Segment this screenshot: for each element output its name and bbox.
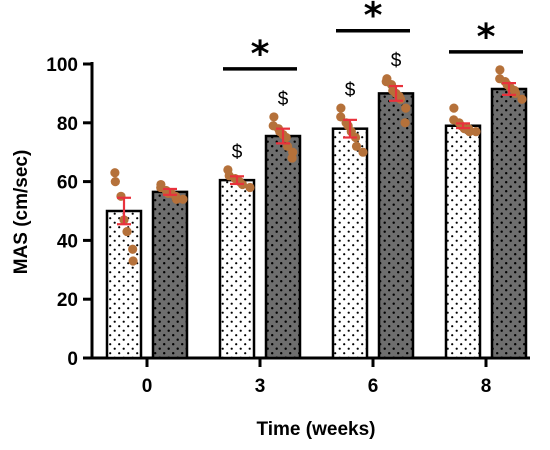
bar xyxy=(490,87,528,360)
dollar-marker: $ xyxy=(391,51,402,72)
data-point xyxy=(245,182,255,193)
bar xyxy=(331,127,369,360)
x-tick-label: 0 xyxy=(142,376,153,397)
bar xyxy=(377,92,415,360)
bar xyxy=(151,190,189,360)
data-point xyxy=(471,127,481,137)
data-point xyxy=(110,168,120,178)
y-tick-label: 60 xyxy=(57,173,78,194)
y-tick-label: 20 xyxy=(57,290,78,311)
y-axis-title: MAS (cm/sec) xyxy=(11,150,32,275)
annotations: $ $ $ $ * * * xyxy=(223,0,523,163)
dollar-marker: $ xyxy=(232,142,243,163)
significance-star: * xyxy=(477,17,496,58)
y-axis: 0 20 40 60 80 100 xyxy=(46,55,94,370)
bar xyxy=(264,134,302,360)
significance-star: * xyxy=(251,34,270,75)
dollar-marker: $ xyxy=(278,89,289,110)
bar xyxy=(105,209,143,360)
data-point xyxy=(178,194,188,204)
data-point xyxy=(110,177,120,187)
x-tick-label: 3 xyxy=(255,376,266,397)
data-point xyxy=(128,256,138,266)
data-point xyxy=(128,244,138,254)
data-point xyxy=(287,153,297,163)
data-point xyxy=(351,141,362,151)
bars xyxy=(105,65,528,360)
dollar-marker: $ xyxy=(345,80,356,101)
data-point xyxy=(122,226,132,237)
data-point xyxy=(358,147,368,157)
data-point xyxy=(269,112,279,122)
data-point xyxy=(401,103,411,113)
data-point xyxy=(449,103,459,113)
data-point xyxy=(395,94,406,104)
data-point xyxy=(464,127,475,137)
data-point xyxy=(171,194,182,204)
data-point xyxy=(400,118,410,128)
data-point xyxy=(336,103,346,113)
y-tick-label: 100 xyxy=(46,55,78,76)
data-point xyxy=(495,65,505,75)
y-tick-label: 0 xyxy=(67,349,78,370)
x-tick-label: 8 xyxy=(481,376,492,397)
x-tick-label: 6 xyxy=(368,376,379,397)
y-tick-label: 40 xyxy=(57,231,78,252)
y-tick-label: 80 xyxy=(57,114,78,135)
x-axis-title: Time (weeks) xyxy=(257,419,376,440)
significance-star: * xyxy=(364,0,383,37)
bar xyxy=(444,124,482,360)
data-point xyxy=(517,94,527,104)
x-axis: 0 3 6 8 xyxy=(92,356,530,397)
bar xyxy=(218,178,256,360)
